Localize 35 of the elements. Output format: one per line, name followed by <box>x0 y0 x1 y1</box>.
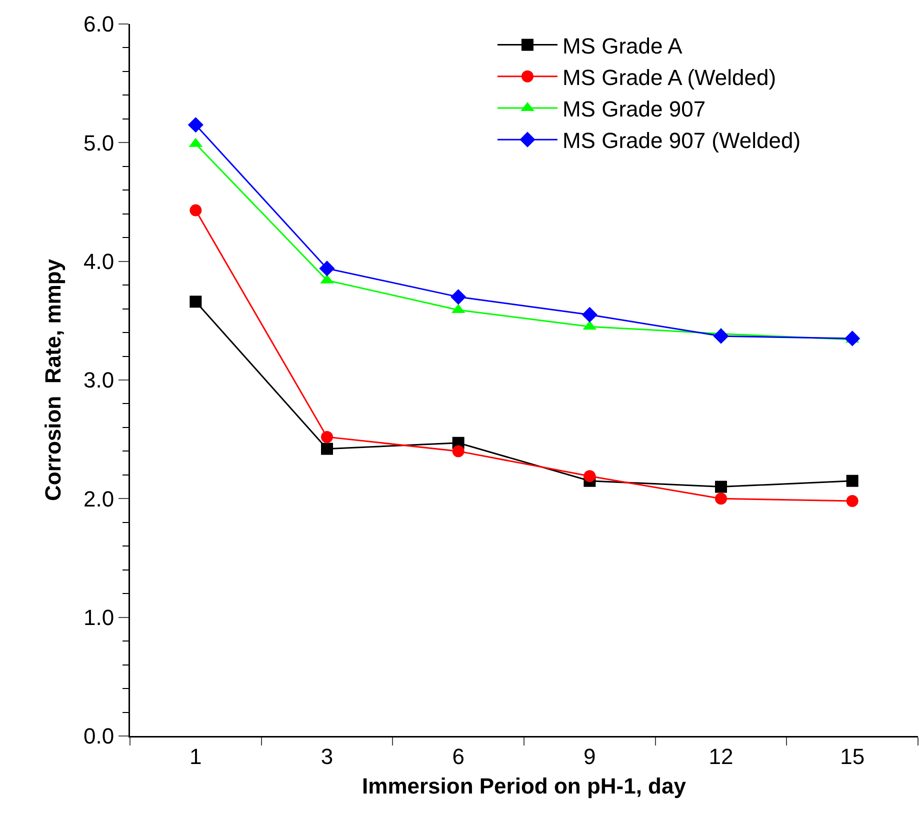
point <box>713 328 729 344</box>
x-tick-label: 3 <box>320 744 334 769</box>
point <box>846 474 858 487</box>
point <box>321 430 333 443</box>
x-tick-label: 15 <box>840 744 865 769</box>
y-axis-title: Corrosion Rate, mmpy <box>40 258 66 502</box>
legend-label: MS Grade A <box>562 33 683 58</box>
y-tick-label: 2.0 <box>84 486 114 512</box>
point <box>190 204 202 216</box>
point <box>582 306 598 323</box>
legend-label: MS Grade 907 <box>562 96 706 122</box>
x-tick-label: 1 <box>190 744 202 769</box>
point <box>452 445 464 458</box>
point <box>321 442 333 455</box>
y-tick-label: 1.0 <box>84 605 114 630</box>
y-tick-label: 6.0 <box>84 12 114 37</box>
legend-label: MS Grade A (Welded) <box>562 64 776 90</box>
point <box>846 495 858 508</box>
point <box>450 289 466 305</box>
y-tick-label: 4.0 <box>84 249 114 274</box>
x-axis-title: Immersion Period on pH-1, day <box>362 774 687 799</box>
point <box>844 330 860 346</box>
y-tick-label: 3.0 <box>84 368 114 393</box>
legend-label: MS Grade 907 (Welded) <box>562 128 801 154</box>
x-tick-label: 12 <box>708 744 734 769</box>
point <box>715 480 727 493</box>
x-tick-label: 6 <box>452 744 464 769</box>
x-tick-label: 9 <box>584 744 596 769</box>
y-tick-label: 5.0 <box>84 130 114 156</box>
point <box>715 492 727 505</box>
point <box>584 470 596 482</box>
point <box>188 117 204 133</box>
point <box>190 296 202 308</box>
y-tick-label: 0.0 <box>84 724 114 749</box>
point <box>319 260 335 276</box>
